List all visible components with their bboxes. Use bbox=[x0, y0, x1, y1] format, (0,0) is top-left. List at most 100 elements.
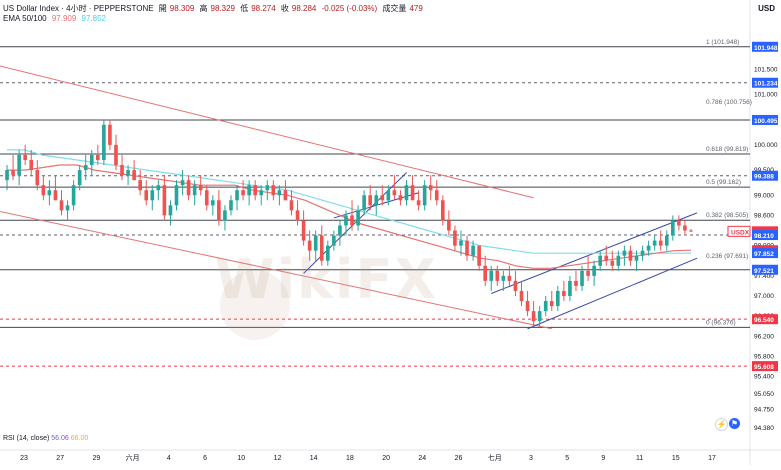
candle-body bbox=[289, 200, 294, 211]
candle bbox=[59, 190, 64, 216]
candle bbox=[441, 195, 445, 226]
candle-body bbox=[253, 185, 257, 196]
ema-legend[interactable]: EMA 50/100 97.909 97.852 bbox=[3, 14, 109, 23]
x-tick-label: 七月 bbox=[488, 453, 502, 462]
rsi-legend[interactable]: RSI (14, close) 56.06 66.00 bbox=[3, 435, 88, 442]
time-axis[interactable]: 23 27 29 六月 4 6 10 12 14 18 20 24 26 七月 3 5 9 11 15 17 bbox=[20, 453, 716, 462]
candle bbox=[610, 250, 615, 271]
candle bbox=[289, 190, 294, 216]
lightning-icon[interactable]: ⚡ bbox=[715, 418, 728, 431]
candle bbox=[253, 180, 257, 201]
price-badge: 99.388 bbox=[752, 170, 778, 181]
close-value: 98.284 bbox=[291, 4, 317, 13]
candle-body bbox=[537, 311, 542, 322]
candle bbox=[574, 270, 578, 291]
candle bbox=[658, 230, 663, 251]
x-tick-label: 27 bbox=[56, 455, 64, 462]
y-tick-label: 96.200 bbox=[754, 333, 774, 340]
price-badge: 101.234 bbox=[752, 77, 778, 88]
candle bbox=[120, 154, 124, 181]
flag-icon[interactable]: ⚑ bbox=[729, 418, 740, 429]
x-tick-label: 5 bbox=[565, 455, 569, 462]
trend-channels bbox=[0, 65, 698, 330]
candle-body bbox=[380, 195, 385, 201]
candle-body bbox=[441, 200, 445, 221]
candle-body bbox=[598, 255, 602, 266]
x-tick-label: 17 bbox=[708, 455, 716, 462]
candle bbox=[392, 175, 397, 201]
candle bbox=[507, 265, 512, 286]
candle-body bbox=[374, 195, 379, 206]
candle bbox=[35, 160, 40, 191]
candle-body bbox=[162, 185, 167, 216]
x-tick-label: 9 bbox=[601, 455, 605, 462]
candle-body bbox=[301, 220, 306, 241]
candle-body bbox=[574, 280, 578, 286]
y-tick-label: 101.500 bbox=[754, 66, 778, 73]
y-tick-label: 100.000 bbox=[754, 142, 778, 149]
candle-body bbox=[580, 270, 584, 286]
x-tick-label: 26 bbox=[455, 455, 463, 462]
candle-body bbox=[549, 301, 554, 307]
price-badge-label: 97.852 bbox=[754, 251, 774, 258]
candle-body bbox=[198, 185, 203, 191]
low-value: 98.274 bbox=[251, 4, 276, 13]
candle-body bbox=[489, 270, 494, 281]
candle-body bbox=[604, 255, 609, 261]
candle-body bbox=[23, 154, 27, 160]
candle-body bbox=[186, 180, 191, 196]
candle-body bbox=[640, 250, 645, 256]
candle bbox=[543, 296, 548, 317]
candle-body bbox=[271, 185, 276, 196]
candle-body bbox=[265, 185, 270, 191]
candle-body bbox=[671, 220, 675, 236]
price-badge-label: 97.521 bbox=[754, 268, 774, 275]
candle-body bbox=[519, 290, 524, 302]
candle-body bbox=[59, 200, 64, 211]
candle-body bbox=[634, 255, 639, 261]
candle bbox=[126, 165, 130, 186]
y-tick-label: 94.750 bbox=[754, 406, 774, 413]
symbol-title[interactable]: US Dollar Index · 4小时 · PEPPERSTONE bbox=[3, 4, 154, 13]
watermark-logo bbox=[220, 270, 290, 340]
candle-body bbox=[453, 230, 457, 246]
candle bbox=[471, 240, 475, 261]
candle bbox=[138, 170, 142, 196]
candle-body bbox=[428, 185, 433, 191]
candle bbox=[307, 230, 312, 261]
candle bbox=[580, 265, 584, 291]
ema50-value: 97.909 bbox=[51, 14, 77, 23]
candle-body bbox=[235, 190, 239, 201]
price-badge-label: 101.948 bbox=[754, 45, 778, 52]
candle-body bbox=[89, 154, 94, 166]
candle bbox=[192, 180, 197, 206]
candle bbox=[477, 245, 481, 271]
symbol-badge-label: USDX bbox=[731, 229, 750, 236]
candle-body bbox=[622, 250, 627, 256]
fib-label: 1 (101.948) bbox=[706, 39, 739, 46]
fib-label: 0.382 (98.505) bbox=[706, 212, 748, 219]
candle bbox=[592, 260, 596, 286]
candle bbox=[247, 180, 251, 206]
candle-body bbox=[277, 190, 282, 196]
x-tick-label: 11 bbox=[636, 455, 643, 462]
candle bbox=[677, 215, 681, 231]
candle-body bbox=[180, 180, 185, 186]
price-badge-bg bbox=[752, 361, 778, 372]
candle bbox=[71, 180, 76, 211]
candle bbox=[537, 306, 542, 327]
y-tick-label: 97.400 bbox=[754, 273, 774, 280]
candle-body bbox=[646, 245, 651, 251]
candle-body bbox=[108, 124, 112, 145]
price-badge: 98.210 bbox=[752, 230, 778, 241]
candle bbox=[204, 185, 209, 211]
candle-body bbox=[543, 301, 548, 312]
fib-label: 0.786 (100.756) bbox=[706, 99, 752, 106]
candle-body bbox=[332, 235, 336, 246]
candle bbox=[501, 270, 506, 291]
candle bbox=[198, 175, 203, 196]
candle-body bbox=[168, 205, 173, 216]
candle bbox=[180, 170, 185, 196]
